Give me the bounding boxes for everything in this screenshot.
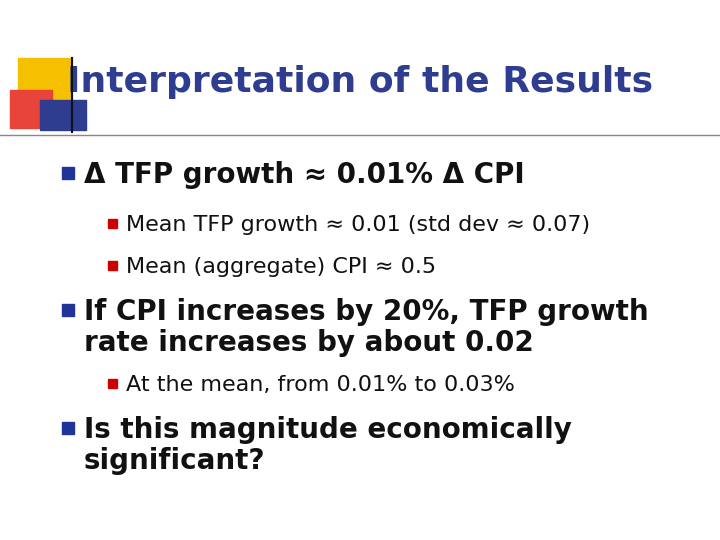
Text: rate increases by about 0.02: rate increases by about 0.02	[84, 329, 534, 357]
Bar	[62, 422, 74, 434]
Text: Mean TFP growth ≈ 0.01 (std dev ≈ 0.07): Mean TFP growth ≈ 0.01 (std dev ≈ 0.07)	[126, 215, 590, 235]
Bar	[62, 167, 74, 179]
Bar	[107, 219, 117, 227]
Text: Δ TFP growth ≈ 0.01% Δ CPI: Δ TFP growth ≈ 0.01% Δ CPI	[84, 161, 525, 189]
Text: significant?: significant?	[84, 447, 266, 475]
Bar	[18, 58, 72, 108]
Bar	[10, 90, 52, 128]
Text: Is this magnitude economically: Is this magnitude economically	[84, 416, 572, 444]
Bar	[40, 100, 86, 130]
Text: If CPI increases by 20%, TFP growth: If CPI increases by 20%, TFP growth	[84, 298, 649, 326]
Text: Interpretation of the Results: Interpretation of the Results	[67, 65, 653, 99]
Bar	[107, 379, 117, 388]
Text: At the mean, from 0.01% to 0.03%: At the mean, from 0.01% to 0.03%	[126, 375, 515, 395]
Bar	[62, 304, 74, 316]
Text: Mean (aggregate) CPI ≈ 0.5: Mean (aggregate) CPI ≈ 0.5	[126, 257, 436, 277]
Bar	[107, 260, 117, 269]
